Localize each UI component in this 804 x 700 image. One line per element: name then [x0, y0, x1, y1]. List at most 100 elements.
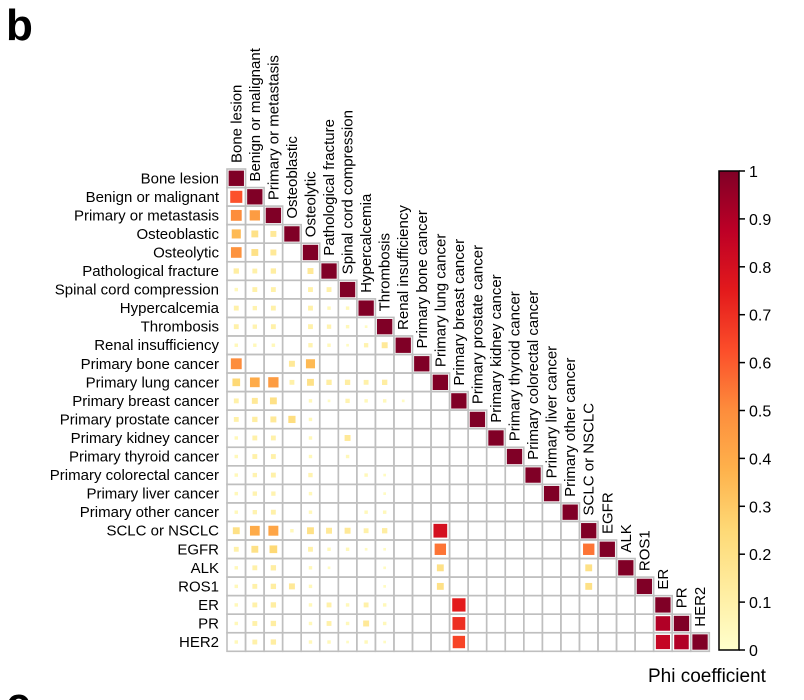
- heatmap-cell: [284, 226, 300, 242]
- heatmap-cell: [252, 324, 257, 329]
- grid-cell: [337, 483, 358, 504]
- heatmap-cell: [270, 268, 277, 274]
- grid-cell: [578, 631, 599, 653]
- colorbar-tick-label: 0.4: [749, 451, 771, 468]
- grid-cell: [281, 446, 302, 467]
- heatmap-cell: [308, 324, 313, 330]
- row-label: Hypercalcemia: [120, 300, 220, 317]
- heatmap-cell: [525, 467, 541, 483]
- grid-cell: [430, 427, 451, 449]
- row-label: Primary colorectal cancer: [50, 467, 219, 484]
- grid-cell: [448, 409, 469, 430]
- column-label: Primary breast cancer: [451, 239, 468, 386]
- heatmap-cell: [581, 523, 597, 539]
- column-label: ALK: [618, 524, 635, 552]
- row-label: Bone lesion: [141, 170, 219, 187]
- row-label: Pathological fracture: [82, 263, 219, 280]
- grid-cell: [448, 446, 469, 467]
- grid-cell: [467, 483, 488, 504]
- column-label: Thrombosis: [377, 233, 394, 311]
- column-label: Osteolytic: [302, 171, 319, 237]
- grid-cell: [448, 427, 469, 449]
- grid-cell: [448, 520, 469, 541]
- column-label: Primary other cancer: [562, 358, 579, 497]
- grid-cell: [393, 464, 414, 486]
- heatmap-cell: [252, 621, 258, 626]
- heatmap-cell: [252, 639, 258, 645]
- heatmap-cell: [326, 527, 332, 534]
- grid-cell: [597, 594, 618, 616]
- panel-letter: b: [6, 1, 33, 50]
- heatmap-cell: [327, 306, 331, 310]
- grid-cell: [504, 557, 525, 578]
- heatmap-cell: [270, 305, 276, 311]
- grid-cell: [281, 298, 302, 319]
- grid-cell: [448, 464, 469, 486]
- heatmap-cell: [249, 377, 260, 388]
- heatmap-cell: [308, 621, 313, 626]
- grid-cell: [281, 631, 302, 653]
- heatmap-cell: [308, 436, 313, 440]
- heatmap-cell: [345, 547, 350, 551]
- heatmap-cell: [249, 525, 260, 536]
- row-label: HER2: [179, 634, 219, 651]
- grid-cell: [430, 390, 451, 411]
- grid-cell: [485, 539, 507, 560]
- grid-cell: [356, 557, 377, 578]
- heatmap-cell: [308, 584, 313, 589]
- grid-cell: [448, 483, 469, 504]
- heatmap-cell: [327, 547, 331, 551]
- heatmap-cell: [270, 230, 277, 237]
- heatmap-cell: [363, 343, 369, 348]
- grid-cell: [448, 557, 469, 578]
- heatmap-cell: [414, 356, 430, 372]
- grid-cell: [467, 446, 488, 467]
- heatmap-cell: [308, 491, 313, 496]
- heatmap-cell: [288, 415, 296, 424]
- row-label: Primary kidney cancer: [71, 430, 219, 447]
- heatmap-cell: [562, 504, 578, 520]
- grid-cell: [374, 446, 395, 467]
- row-label: SCLC or NSCLC: [106, 523, 219, 540]
- heatmap-cell: [543, 485, 560, 502]
- heatmap-cell: [249, 210, 260, 221]
- grid-cell: [541, 594, 562, 616]
- heatmap-cell: [252, 510, 257, 515]
- grid-cell: [522, 483, 544, 504]
- heatmap-cell: [327, 566, 331, 570]
- heatmap-cell: [434, 543, 447, 555]
- heatmap-cell: [289, 379, 295, 385]
- heatmap-cell: [233, 268, 239, 274]
- heatmap-cell: [326, 287, 332, 293]
- grid-cell: [281, 539, 302, 560]
- grid-cell: [504, 483, 525, 504]
- colorbar-tick-label: 0.3: [749, 499, 771, 516]
- grid-cell: [281, 464, 302, 486]
- grid-cell: [485, 520, 507, 541]
- grid-cell: [318, 353, 340, 374]
- grid-cell: [430, 594, 451, 616]
- heatmap-cell: [234, 473, 238, 477]
- heatmap-cell: [401, 399, 405, 403]
- grid-cell: [393, 502, 414, 523]
- colorbar-tick-label: 0: [749, 643, 758, 660]
- heatmap-cell: [382, 399, 387, 403]
- grid-cell: [522, 613, 544, 634]
- heatmap-cell: [488, 430, 504, 446]
- colorbar-tick-label: 0.2: [749, 547, 771, 564]
- heatmap-cell: [364, 510, 368, 514]
- heatmap-cell: [451, 393, 467, 409]
- heatmap-cells: [228, 170, 708, 650]
- grid-cell: [318, 576, 340, 597]
- row-label: Primary bone cancer: [81, 356, 219, 373]
- grid-cell: [430, 483, 451, 504]
- row-label: Primary breast cancer: [72, 393, 219, 410]
- heatmap-cell: [252, 305, 257, 311]
- grid-cell: [467, 520, 488, 541]
- heatmap-cell: [270, 472, 276, 478]
- colorbar-tick-label: 0.1: [749, 595, 771, 612]
- column-label: Primary kidney cancer: [488, 274, 505, 422]
- row-label: Primary prostate cancer: [60, 411, 219, 428]
- grid-cell: [411, 427, 432, 449]
